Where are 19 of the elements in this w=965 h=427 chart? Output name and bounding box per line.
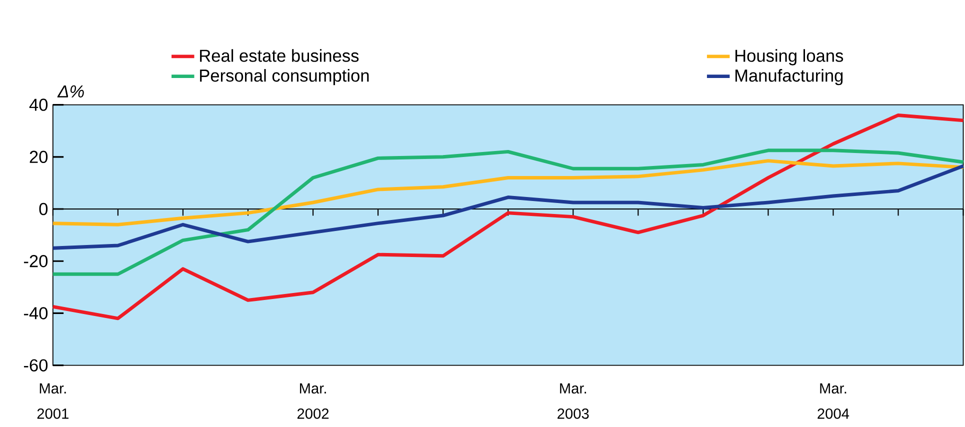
legend-label: Real estate business <box>200 49 359 62</box>
x-tick-label: Mar. 2004 <box>818 383 850 419</box>
y-axis-title: Δ% <box>57 85 84 98</box>
legend-label: Housing loans <box>735 49 844 66</box>
y-tick-label: 0 <box>39 202 48 216</box>
line-series <box>51 164 965 250</box>
x-tick-label: Mar. 2001 <box>37 383 68 419</box>
y-tick-label: -60 <box>24 359 48 372</box>
x-tick-label: Mar. 2002 <box>297 383 329 419</box>
y-tick-label: 20 <box>30 150 48 163</box>
x-tick-label: Mar. 2003 <box>558 383 589 419</box>
line-series <box>51 148 965 276</box>
line-series <box>51 158 965 226</box>
line-series <box>51 113 965 320</box>
y-tick-label: -20 <box>24 254 48 268</box>
y-tick-label: 40 <box>29 98 48 111</box>
legend-label: Manufacturing <box>735 68 843 86</box>
y-tick-label: -40 <box>24 306 48 320</box>
legend-label: Personal consumption <box>200 68 369 86</box>
